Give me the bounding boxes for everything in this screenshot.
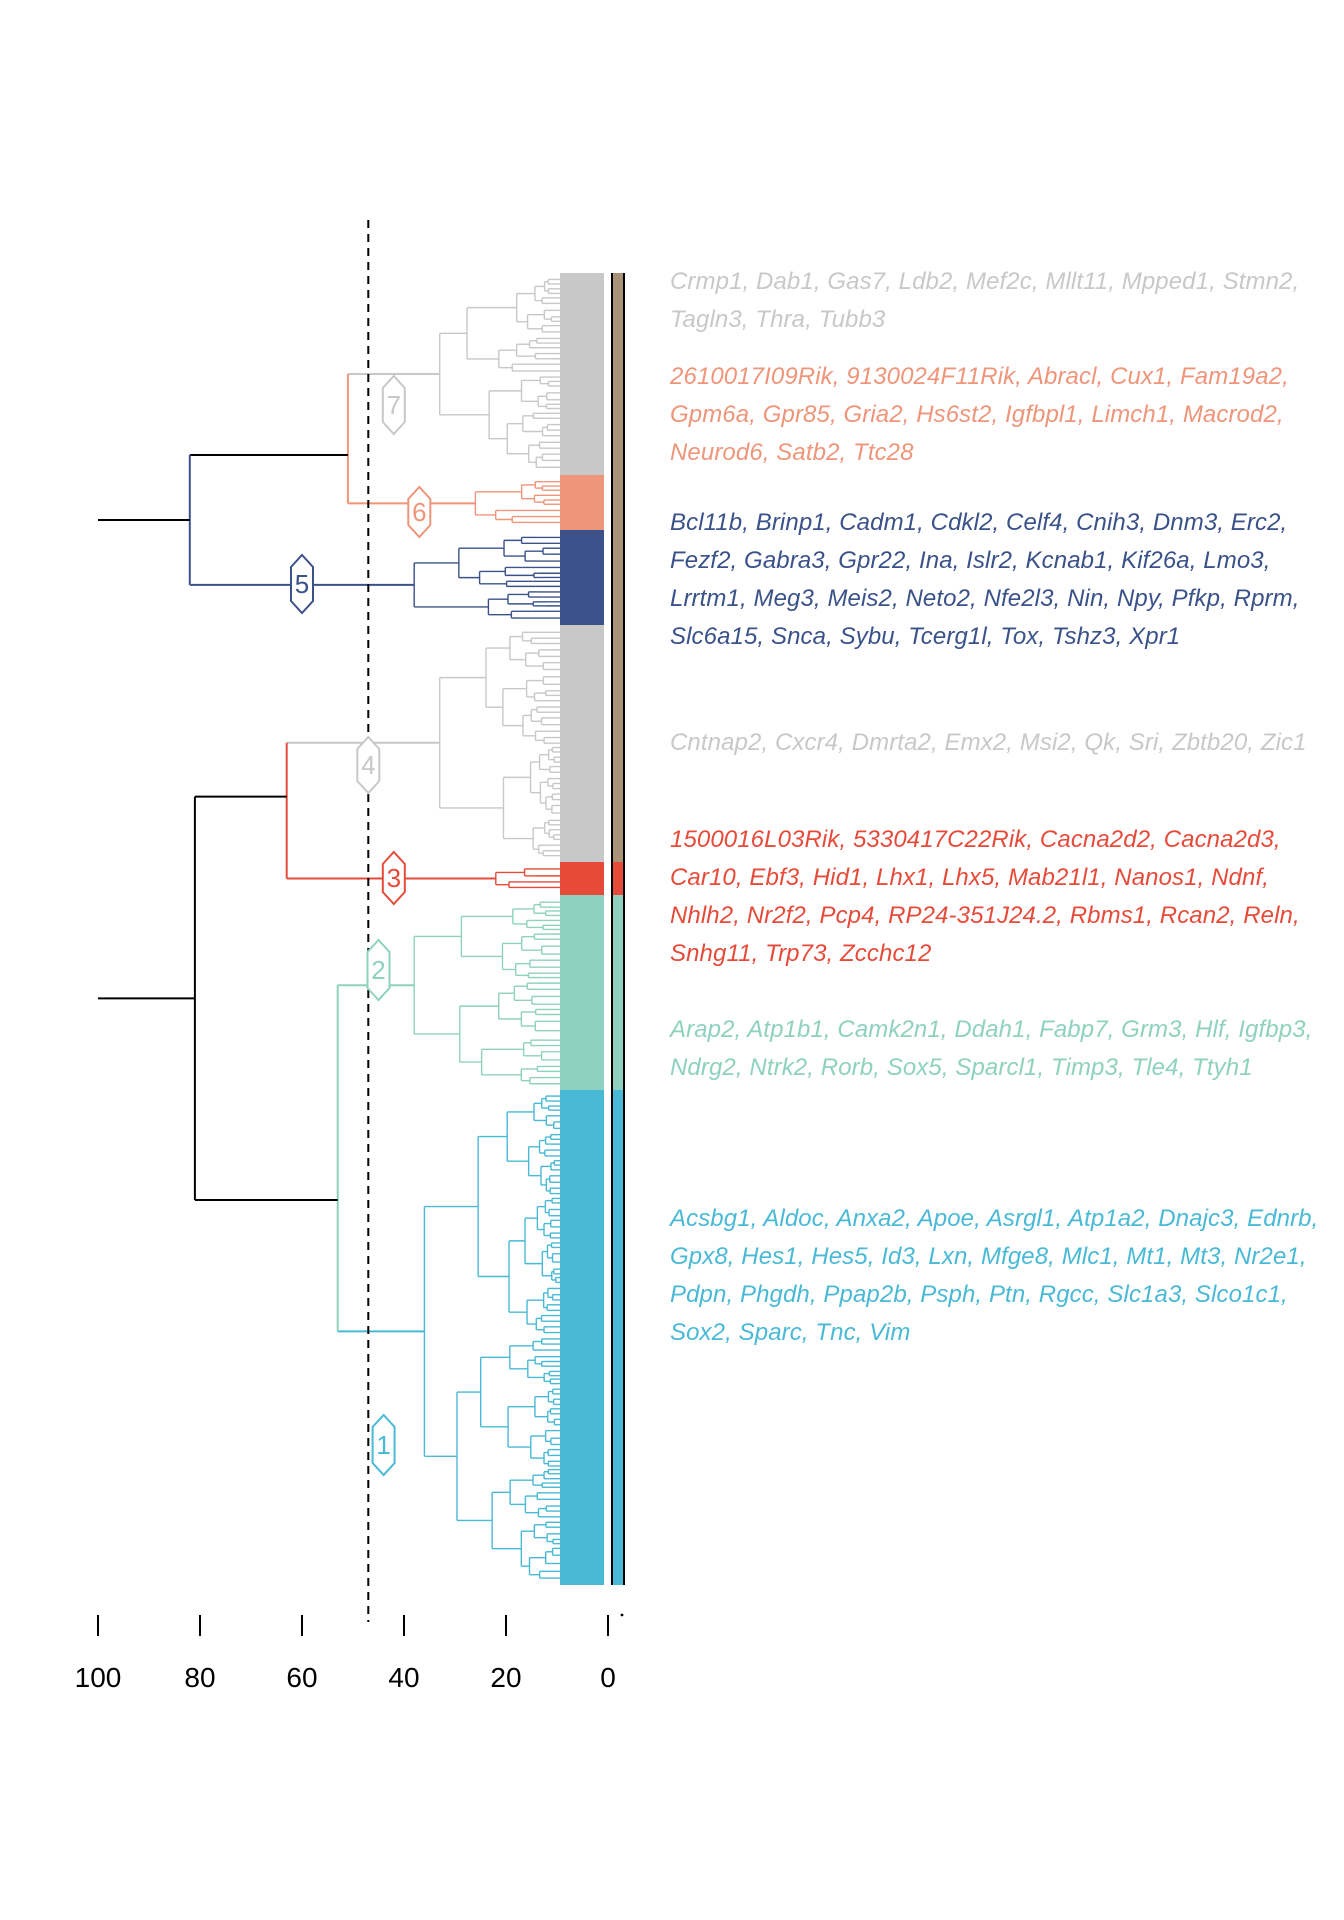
leaf-band-7	[560, 273, 604, 475]
colorbar-segment-mint	[612, 895, 624, 1090]
gene-list-cluster-3: 1500016L03Rik, 5330417C22Rik, Cacna2d2, …	[670, 826, 1300, 967]
cluster-label-2: 2	[371, 955, 385, 985]
axis-tick-label: 100	[75, 1662, 122, 1693]
gene-list-cluster-4: Cntnap2, Cxcr4, Dmrta2, Emx2, Msi2, Qk, …	[670, 729, 1307, 756]
axis-tick-label: 40	[388, 1662, 419, 1693]
leaf-band-1	[560, 1090, 604, 1585]
cluster-label-7: 7	[387, 390, 401, 420]
leaf-band-4	[560, 625, 604, 862]
gene-list-cluster-5: Bcl11b, Brinp1, Cadm1, Cdkl2, Celf4, Cni…	[670, 509, 1300, 650]
cluster-label-5: 5	[295, 569, 309, 599]
cluster-label-hexagon-5	[290, 553, 314, 615]
cluster-label-hexagon-4	[356, 735, 381, 795]
cluster-label-hexagon-2	[366, 938, 391, 1002]
axis-tick-label: 20	[490, 1662, 521, 1693]
cluster-label-hexagon-6	[407, 485, 432, 539]
colorbar-segment-teal	[612, 1090, 624, 1585]
cluster-label-3: 3	[387, 863, 401, 893]
cluster-label-4: 4	[361, 750, 375, 780]
leaf-band-6	[560, 475, 604, 530]
leaf-band-3	[560, 862, 604, 895]
leaf-band-2	[560, 895, 604, 1090]
gene-list-cluster-2: Arap2, Atp1b1, Camk2n1, Ddah1, Fabp7, Gr…	[670, 1016, 1313, 1081]
cluster-label-hexagon-1	[371, 1413, 396, 1477]
colorbar-segment-red	[612, 862, 624, 895]
colorbar-segment-tan	[612, 273, 624, 862]
axis-tick-label: 60	[286, 1662, 317, 1693]
gene-list-cluster-7: Crmp1, Dab1, Gas7, Ldb2, Mef2c, Mllt11, …	[670, 268, 1300, 333]
cluster-label-6: 6	[412, 497, 426, 527]
axis-tick-label: 0	[600, 1662, 616, 1693]
axis-tick-label: 80	[184, 1662, 215, 1693]
gene-list-cluster-6: 2610017I09Rik, 9130024F11Rik, Abracl, Cu…	[670, 363, 1289, 466]
cluster-label-1: 1	[376, 1430, 390, 1460]
cluster-label-hexagon-3	[381, 850, 406, 906]
cluster-label-hexagon-7	[381, 374, 406, 436]
gene-list-cluster-1: Acsbg1, Aldoc, Anxa2, Apoe, Asrgl1, Atp1…	[670, 1205, 1319, 1346]
axis-end-dot	[620, 1613, 624, 1617]
leaf-band-5	[560, 530, 604, 625]
